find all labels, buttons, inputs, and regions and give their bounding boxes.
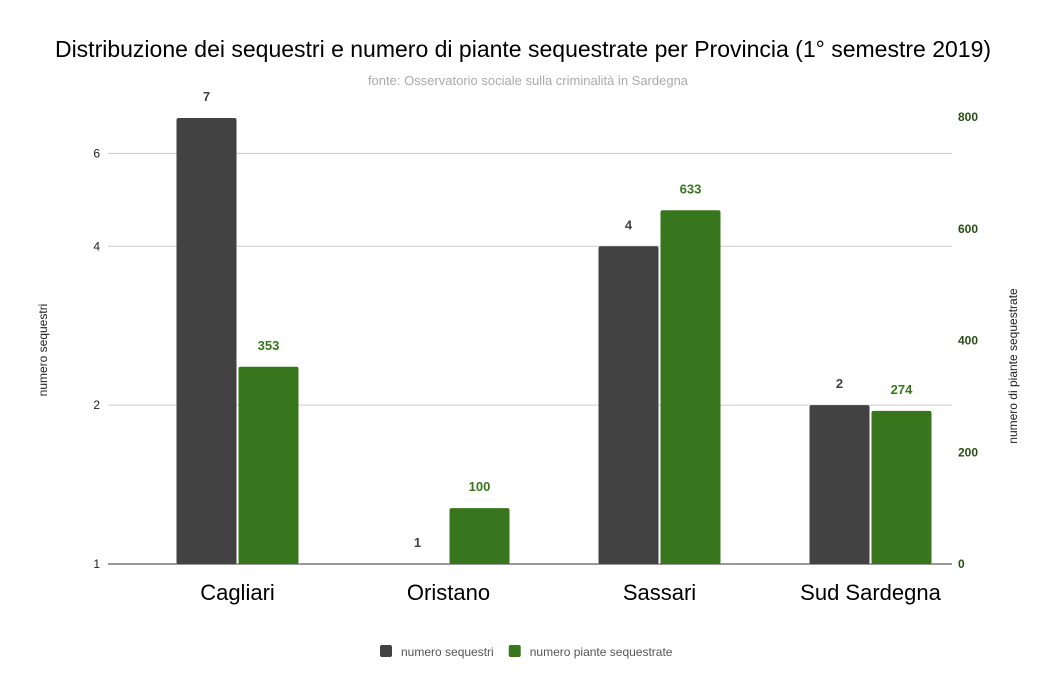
y-left-axis-label: numero sequestri <box>36 304 50 397</box>
y-left-tick-label: 2 <box>93 398 100 412</box>
legend-label: numero piante sequestrate <box>530 645 673 659</box>
y-right-tick-label: 0 <box>958 557 965 571</box>
y-right-tick-label: 800 <box>958 110 978 124</box>
x-tick-label: Cagliari <box>200 580 275 605</box>
x-tick-label: Sassari <box>623 580 696 605</box>
data-label: 633 <box>680 181 702 196</box>
legend-swatch <box>380 645 392 657</box>
y-right-tick-label: 200 <box>958 445 978 459</box>
data-label: 7 <box>203 89 210 104</box>
data-label: 4 <box>625 217 633 232</box>
y-right-axis-label: numero di piante sequestrate <box>1006 288 1020 444</box>
data-label: 2 <box>836 376 843 391</box>
data-label: 1 <box>414 535 421 550</box>
bar-right <box>660 210 721 564</box>
legend-swatch <box>508 645 521 657</box>
x-tick-label: Oristano <box>407 580 490 605</box>
bar-right <box>238 366 299 564</box>
bar-left <box>598 246 659 564</box>
y-left-tick-label: 1 <box>93 557 100 571</box>
data-label: 274 <box>891 382 913 397</box>
y-right-tick-label: 600 <box>958 222 978 236</box>
bar-left <box>809 405 870 564</box>
y-left-tick-label: 6 <box>93 146 100 160</box>
y-left-tick-label: 4 <box>93 239 100 253</box>
legend-label: numero sequestri <box>401 645 494 659</box>
data-label: 100 <box>469 479 491 494</box>
bar-right <box>871 410 932 564</box>
chart-title: Distribuzione dei sequestri e numero di … <box>55 36 991 62</box>
bar-left <box>176 118 237 564</box>
chart-subtitle: fonte: Osservatorio sociale sulla crimin… <box>368 73 689 88</box>
x-tick-label: Sud Sardegna <box>800 580 941 605</box>
y-right-tick-label: 400 <box>958 334 978 348</box>
bar-right <box>449 508 510 564</box>
data-label: 353 <box>258 338 280 353</box>
